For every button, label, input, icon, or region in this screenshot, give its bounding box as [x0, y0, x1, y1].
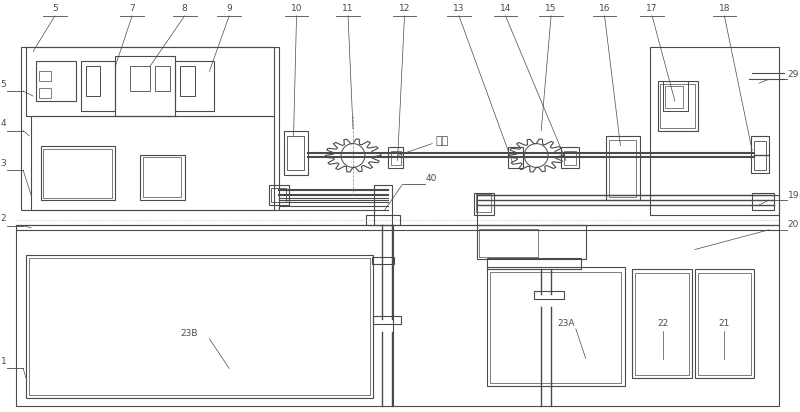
- Bar: [486, 258, 581, 269]
- Bar: [477, 225, 586, 260]
- Text: 23A: 23A: [557, 319, 574, 328]
- Bar: [476, 194, 490, 212]
- Text: 7: 7: [130, 5, 135, 14]
- Bar: [286, 136, 305, 170]
- Text: 4: 4: [1, 119, 6, 128]
- Text: 工件: 工件: [435, 136, 449, 145]
- Bar: [174, 61, 214, 111]
- Bar: [366, 215, 399, 225]
- Text: 16: 16: [599, 5, 610, 14]
- Bar: [36, 61, 76, 101]
- Text: 8: 8: [182, 5, 187, 14]
- Bar: [155, 66, 170, 91]
- Text: 19: 19: [788, 191, 799, 199]
- Text: 9: 9: [226, 5, 232, 14]
- Bar: [115, 56, 174, 116]
- Bar: [534, 291, 564, 299]
- Bar: [31, 116, 274, 210]
- Text: 12: 12: [399, 5, 410, 14]
- Bar: [81, 61, 115, 111]
- Bar: [284, 131, 309, 175]
- Text: 20: 20: [788, 220, 799, 229]
- Bar: [26, 255, 373, 398]
- Bar: [660, 84, 694, 128]
- Bar: [663, 81, 688, 111]
- Bar: [477, 195, 779, 225]
- Bar: [373, 316, 401, 324]
- Text: 17: 17: [646, 5, 658, 14]
- Text: 10: 10: [290, 5, 302, 14]
- Bar: [478, 229, 538, 257]
- Bar: [474, 193, 494, 215]
- Bar: [698, 273, 751, 375]
- Bar: [564, 150, 576, 165]
- Bar: [374, 185, 392, 225]
- Bar: [140, 155, 185, 200]
- Text: 11: 11: [342, 5, 354, 14]
- Text: 40: 40: [426, 174, 437, 183]
- Bar: [39, 71, 51, 81]
- Bar: [490, 272, 622, 383]
- Text: 1: 1: [1, 357, 6, 366]
- Text: 14: 14: [500, 5, 511, 14]
- Bar: [39, 88, 51, 98]
- Bar: [43, 149, 112, 198]
- Bar: [390, 150, 401, 165]
- Bar: [388, 147, 402, 169]
- Bar: [694, 269, 754, 378]
- Bar: [635, 273, 689, 375]
- Bar: [658, 81, 698, 131]
- Bar: [143, 157, 181, 197]
- Text: 13: 13: [454, 5, 465, 14]
- Bar: [752, 193, 774, 210]
- Bar: [130, 66, 150, 91]
- Bar: [26, 47, 274, 116]
- Bar: [486, 267, 626, 386]
- Text: 22: 22: [658, 319, 669, 328]
- Bar: [269, 185, 289, 205]
- Bar: [372, 257, 394, 265]
- Bar: [632, 269, 692, 378]
- Bar: [29, 258, 370, 395]
- Bar: [751, 136, 769, 173]
- Bar: [606, 136, 640, 200]
- Bar: [650, 47, 779, 215]
- Text: 3: 3: [1, 159, 6, 168]
- Text: 15: 15: [546, 5, 557, 14]
- Bar: [86, 66, 101, 96]
- Text: 5: 5: [52, 5, 58, 14]
- Bar: [41, 145, 115, 200]
- Bar: [609, 140, 636, 197]
- Text: 29: 29: [788, 70, 799, 79]
- Bar: [21, 47, 278, 210]
- Bar: [754, 140, 766, 170]
- Bar: [270, 188, 286, 202]
- Text: 5: 5: [1, 80, 6, 89]
- Text: 18: 18: [718, 5, 730, 14]
- Bar: [180, 66, 194, 96]
- Text: 21: 21: [718, 319, 730, 328]
- Text: 2: 2: [1, 214, 6, 223]
- Bar: [665, 86, 683, 108]
- Bar: [509, 147, 523, 169]
- Bar: [16, 225, 779, 406]
- Bar: [561, 147, 579, 169]
- Text: 23B: 23B: [181, 329, 198, 338]
